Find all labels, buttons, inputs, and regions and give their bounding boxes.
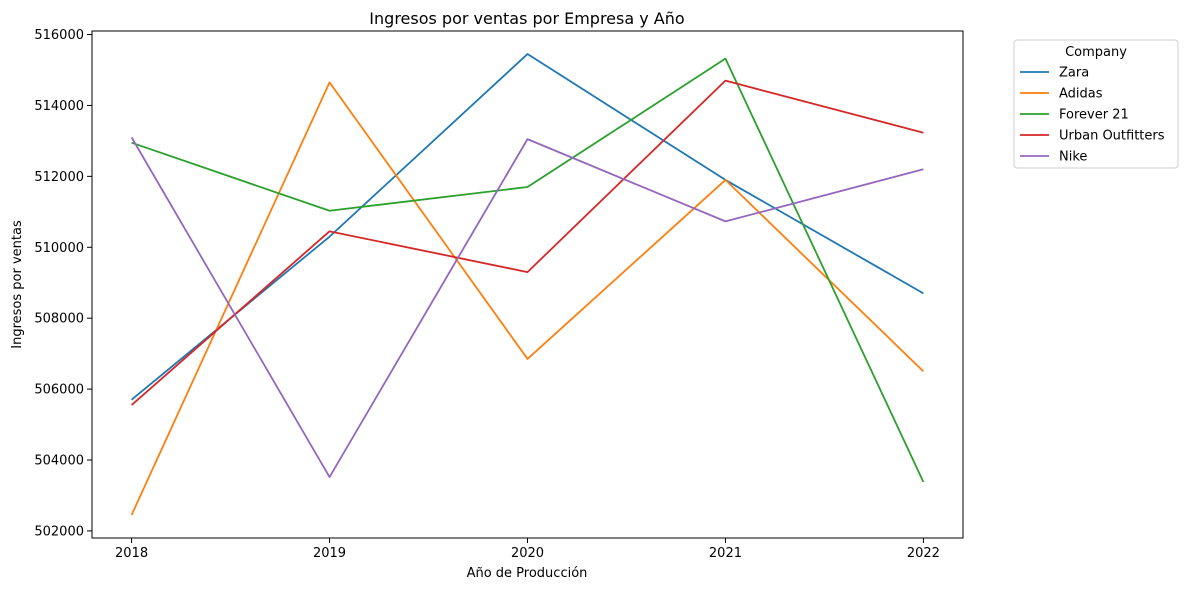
x-tick-label: 2019 bbox=[313, 546, 346, 561]
y-axis: 502000 504000 506000 508000 510000 512000 5140… bbox=[34, 28, 92, 539]
legend-box bbox=[1013, 39, 1179, 169]
y-tick-label: 512000 bbox=[34, 170, 84, 185]
y-tick-label: 508000 bbox=[34, 312, 84, 327]
y-tick-label: 514000 bbox=[34, 99, 84, 114]
legend-label-zara: Zara bbox=[1059, 66, 1089, 81]
series-lines bbox=[130, 53, 925, 516]
x-tick-label: 2022 bbox=[907, 546, 940, 561]
series-line-adidas bbox=[130, 81, 925, 516]
x-axis: 2018 2019 2020 2021 2022 bbox=[115, 538, 940, 561]
x-axis-label: Año de Producción bbox=[467, 566, 588, 581]
y-tick-label: 506000 bbox=[34, 383, 84, 398]
legend-title: Company bbox=[1065, 45, 1127, 60]
y-axis-label: Ingresos por ventas bbox=[10, 220, 25, 349]
legend: Company Zara Adidas Forever 21 Urban Outfit… bbox=[1013, 39, 1179, 169]
series-line-nike bbox=[130, 136, 924, 478]
legend-label-forever-21: Forever 21 bbox=[1059, 108, 1129, 123]
y-tick-label: 510000 bbox=[34, 241, 84, 256]
series-line-forever-21 bbox=[131, 57, 925, 483]
legend-label-adidas: Adidas bbox=[1059, 87, 1103, 102]
series-line-urban-outfitters bbox=[130, 79, 924, 406]
x-tick-label: 2018 bbox=[115, 546, 148, 561]
x-tick-label: 2020 bbox=[511, 546, 544, 561]
y-tick-label: 502000 bbox=[34, 524, 84, 539]
legend-label-nike: Nike bbox=[1059, 150, 1087, 165]
series-line-zara bbox=[131, 53, 924, 401]
legend-items: Zara Adidas Forever 21 Urban Outfitters Nike bbox=[1020, 66, 1165, 165]
x-tick-label: 2021 bbox=[709, 546, 742, 561]
y-tick-label: 516000 bbox=[34, 28, 84, 43]
y-tick-label: 504000 bbox=[34, 454, 84, 469]
legend-label-urban-outfitters: Urban Outfitters bbox=[1059, 129, 1165, 144]
chart-title: Ingresos por ventas por Empresa y Año bbox=[369, 9, 684, 28]
